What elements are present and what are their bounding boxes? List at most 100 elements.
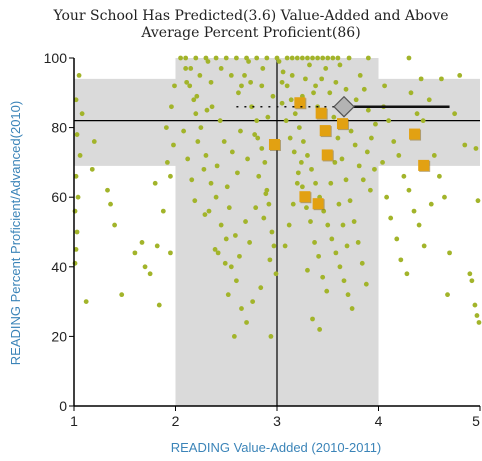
school-point xyxy=(408,90,414,96)
school-point xyxy=(416,222,422,228)
school-point xyxy=(181,128,187,134)
school-point xyxy=(232,233,238,238)
school-point xyxy=(310,316,315,322)
school-point xyxy=(132,250,138,256)
school-point xyxy=(380,160,385,165)
school-point xyxy=(160,208,166,214)
school-point xyxy=(341,278,347,284)
school-point xyxy=(156,302,162,308)
school-point xyxy=(274,55,280,61)
school-point xyxy=(472,302,478,308)
school-point xyxy=(420,118,426,124)
school-point xyxy=(112,222,117,228)
school-point xyxy=(467,271,473,277)
y-tick-label: 40 xyxy=(51,259,67,275)
y-tick-label: 80 xyxy=(51,120,67,136)
school-point xyxy=(365,107,371,113)
school-point xyxy=(384,194,390,200)
school-point xyxy=(273,271,279,277)
school-point xyxy=(195,139,201,144)
school-point xyxy=(236,90,241,96)
school-point xyxy=(431,153,437,158)
school-point xyxy=(428,201,434,207)
school-point xyxy=(276,59,282,64)
school-point xyxy=(315,55,320,61)
school-point xyxy=(265,114,271,120)
school-point xyxy=(313,83,318,89)
your-school-marker-group xyxy=(236,95,450,118)
school-point xyxy=(352,142,358,148)
school-point xyxy=(213,55,219,61)
school-point xyxy=(270,93,276,99)
school-point xyxy=(172,83,177,89)
school-point xyxy=(183,55,189,61)
school-point xyxy=(320,274,326,280)
y-tick-label: 20 xyxy=(51,328,67,344)
school-point xyxy=(391,139,397,144)
school-point xyxy=(267,257,273,263)
school-point xyxy=(89,166,95,172)
school-point xyxy=(249,104,255,110)
school-point xyxy=(91,139,97,144)
school-point xyxy=(263,191,269,197)
school-point xyxy=(252,132,258,137)
peer-school-marker xyxy=(294,97,306,109)
school-point xyxy=(164,160,170,165)
school-point xyxy=(294,180,300,186)
school-point xyxy=(201,166,207,172)
school-point xyxy=(171,142,176,148)
school-point xyxy=(184,79,190,85)
school-point xyxy=(353,97,359,103)
reference-lines xyxy=(74,58,480,406)
school-point xyxy=(268,334,274,339)
school-point xyxy=(319,76,325,82)
x-axis-label: READING Value-Added (2010-2011) xyxy=(171,440,382,455)
school-point xyxy=(234,55,239,61)
school-point xyxy=(208,79,214,85)
school-point xyxy=(388,215,394,221)
school-point xyxy=(335,135,341,141)
school-point xyxy=(73,247,79,252)
school-point xyxy=(296,125,302,130)
school-point xyxy=(222,260,228,266)
school-point xyxy=(209,104,215,110)
school-point xyxy=(259,83,265,89)
school-point xyxy=(212,247,218,252)
school-point xyxy=(75,194,81,200)
school-point xyxy=(295,170,301,176)
school-point xyxy=(284,83,290,89)
school-point xyxy=(346,55,352,61)
school-point xyxy=(469,278,475,284)
school-point xyxy=(239,83,244,89)
school-point xyxy=(178,55,183,61)
peer-school-marker xyxy=(319,125,331,137)
school-point xyxy=(223,236,229,242)
peer-school-marker xyxy=(268,139,280,150)
axes xyxy=(69,57,481,411)
school-point xyxy=(462,142,468,148)
school-point xyxy=(476,320,482,325)
school-point xyxy=(255,135,261,141)
school-point xyxy=(305,153,310,158)
peer-school-marker xyxy=(336,118,348,130)
school-point xyxy=(229,149,235,155)
school-point xyxy=(74,229,80,235)
school-point xyxy=(312,240,317,245)
school-point xyxy=(284,55,290,61)
school-point xyxy=(310,55,315,61)
school-point xyxy=(228,264,234,270)
school-point xyxy=(266,201,272,207)
school-point xyxy=(221,139,227,144)
school-point xyxy=(189,177,195,183)
school-point xyxy=(202,212,208,218)
school-point xyxy=(294,55,300,61)
y-tick-label: 60 xyxy=(51,189,67,205)
school-point xyxy=(74,132,80,137)
school-point xyxy=(83,299,89,304)
school-point xyxy=(386,118,392,124)
school-point xyxy=(303,76,308,82)
school-point xyxy=(192,198,198,204)
school-point xyxy=(287,135,293,141)
school-point xyxy=(215,250,221,256)
school-point xyxy=(348,128,354,134)
